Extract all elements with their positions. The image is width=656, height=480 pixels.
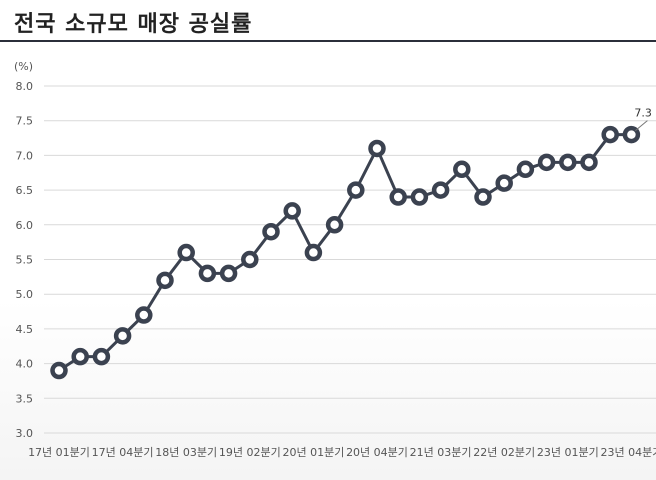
data-point [622,125,641,144]
y-tick-label: 8.0 [16,80,34,93]
series-line [58,133,632,372]
data-point [219,264,238,283]
data-point [368,139,386,158]
data-point [537,153,556,172]
data-point [262,222,280,241]
data-label-leader [635,120,648,131]
x-tick-label: 20년 04분기 [346,446,408,459]
x-axis-ticks: 17년 01분기 17년 04분기 18년 03분기 19년 02분기 20년 01분기… [28,446,656,459]
y-tick-label: 5.0 [16,288,34,301]
data-point [580,153,598,172]
y-tick-label: 4.5 [16,323,34,336]
data-point [474,188,492,206]
title-divider [0,40,656,42]
data-point [198,264,217,283]
y-tick-label: 6.5 [16,184,34,197]
data-point [304,243,323,262]
x-tick-label: 18년 03분기 [155,446,217,459]
x-tick-label: 22년 02분기 [473,446,535,459]
data-point [347,181,365,199]
series-polyline [58,133,632,372]
data-point [71,347,89,366]
x-tick-label: 19년 02분기 [219,446,281,459]
data-point [283,202,301,220]
y-tick-label: 4.0 [16,358,34,371]
x-tick-label: 20년 01분기 [282,446,344,459]
data-point [453,160,471,179]
data-point [135,306,153,324]
x-tick-label: 23년 01분기 [537,446,599,459]
data-point [241,250,259,269]
y-tick-label: 7.0 [16,149,34,162]
y-tick-label: 7.5 [16,115,34,128]
y-tick-label: 6.0 [16,219,34,232]
chart-title: 전국 소규모 매장 공실률 [14,12,253,37]
data-point [389,188,407,206]
data-point [495,174,513,192]
data-point [177,243,195,262]
data-points [50,125,641,380]
y-tick-label: 3.0 [16,427,34,440]
data-label: 7.3 [634,107,652,120]
data-point [431,181,450,199]
y-axis-ticks: 8.0 7.5 7.0 6.5 6.0 5.5 5.0 4.5 4.0 3.5 3.0 [16,80,34,440]
data-labels: 7.3 [634,107,652,131]
data-point [601,125,619,144]
background-fade [0,300,656,480]
y-tick-label: 5.5 [16,254,34,267]
data-point [559,153,577,172]
x-tick-label: 17년 04분기 [92,446,154,459]
x-tick-label: 17년 01분기 [28,446,90,459]
gridlines [44,85,656,434]
data-point [516,160,535,179]
data-point [92,347,111,366]
data-point [113,327,132,345]
data-point [50,361,68,380]
y-axis-unit: (%) [14,60,33,73]
y-tick-label: 3.5 [16,392,34,405]
data-point [325,216,344,234]
x-tick-label: 23년 04분기 [600,446,656,459]
data-point [156,271,174,290]
data-point [410,188,429,206]
x-tick-label: 21년 03분기 [410,446,472,459]
